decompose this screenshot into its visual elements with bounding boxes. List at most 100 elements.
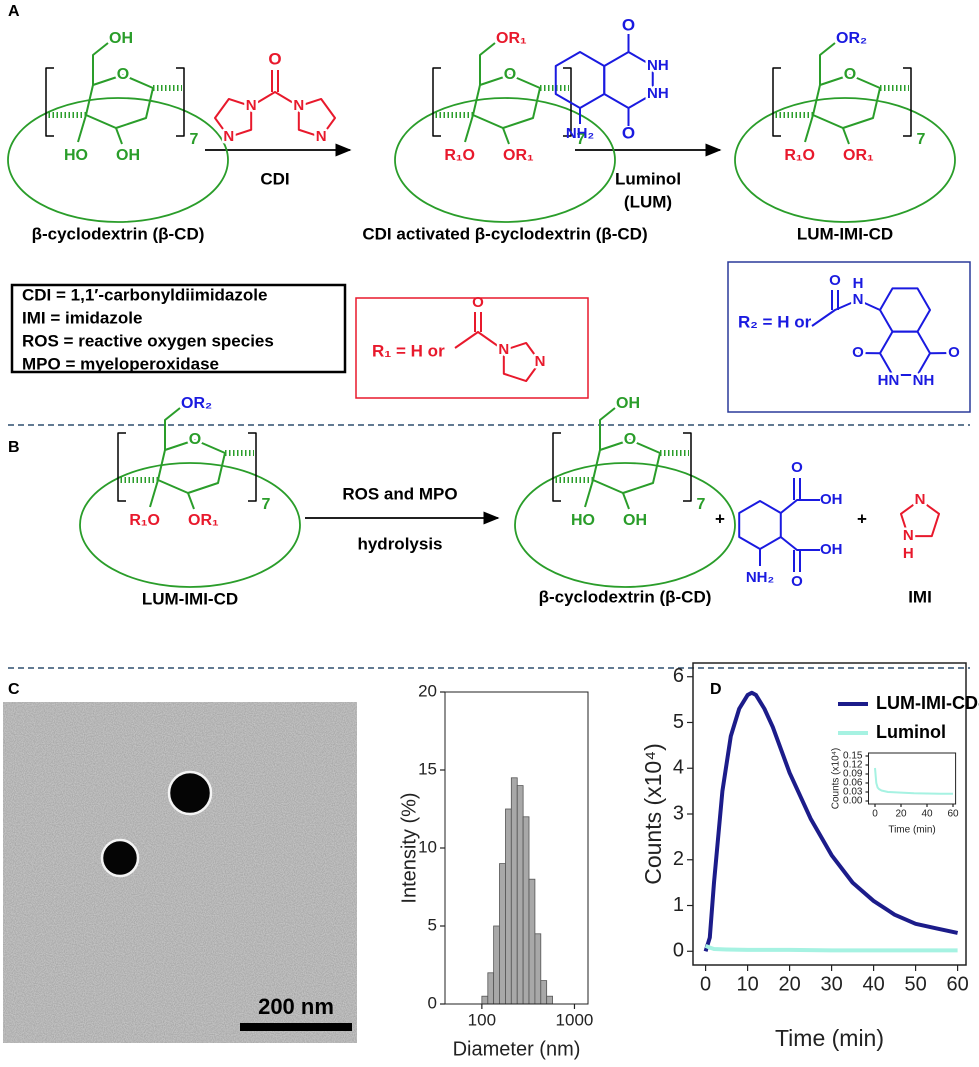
y-tick-label: 0.06 bbox=[843, 778, 863, 789]
y-tick-label: 1 bbox=[673, 894, 684, 916]
label: R₁O bbox=[784, 147, 815, 164]
y-axis-label: Counts (x10⁴) bbox=[640, 743, 666, 885]
bond bbox=[903, 67, 912, 137]
compound-name: LUM-IMI-CD bbox=[142, 589, 238, 608]
label: N bbox=[316, 128, 327, 145]
abbreviation: IMI = imidazole bbox=[22, 308, 142, 327]
histogram-bar bbox=[499, 863, 506, 1005]
histogram-bar bbox=[510, 777, 518, 1005]
plus: + bbox=[715, 509, 725, 528]
bond bbox=[899, 499, 941, 538]
reagent-label: CDI bbox=[260, 169, 289, 188]
label: NH bbox=[913, 372, 935, 389]
bond bbox=[479, 42, 496, 85]
cd-ring bbox=[79, 462, 301, 588]
bond bbox=[780, 499, 820, 514]
bond bbox=[552, 432, 561, 502]
label: OR₂ bbox=[181, 395, 212, 412]
label: 7 bbox=[190, 131, 199, 148]
compound-name: LUM-IMI-CD bbox=[797, 224, 893, 243]
label: O bbox=[268, 49, 281, 68]
y-tick-label: 15 bbox=[418, 759, 437, 778]
r1-box bbox=[355, 297, 589, 399]
label: NH₂ bbox=[746, 569, 774, 586]
label: O bbox=[948, 344, 960, 361]
label: O bbox=[829, 272, 841, 289]
label: N bbox=[293, 97, 304, 114]
cd-ring bbox=[394, 97, 616, 223]
label: N bbox=[246, 97, 257, 114]
label: OH bbox=[616, 395, 640, 412]
histogram-bar bbox=[493, 925, 500, 1005]
y-axis-label: Counts (x10⁴) bbox=[831, 748, 842, 810]
bond bbox=[502, 341, 541, 383]
legend-label: Luminol bbox=[876, 722, 946, 742]
label: OR₁ bbox=[843, 147, 874, 164]
compound-name: IMI bbox=[908, 587, 932, 606]
bond bbox=[432, 67, 441, 137]
y-tick-label: 20 bbox=[418, 681, 437, 700]
bond bbox=[297, 97, 336, 139]
y-tick-label: 3 bbox=[673, 802, 684, 824]
histogram-bar bbox=[487, 972, 495, 1005]
bond bbox=[92, 42, 109, 85]
panel-label: D bbox=[710, 681, 722, 698]
x-tick-label: 20 bbox=[778, 973, 800, 995]
y-tick-label: 0 bbox=[428, 993, 437, 1012]
label: HO bbox=[571, 512, 595, 529]
y-tick-label: 5 bbox=[428, 915, 437, 934]
bond bbox=[603, 51, 654, 109]
x-tick-label: 0 bbox=[700, 973, 711, 995]
y-tick-label: 0.00 bbox=[843, 796, 863, 807]
bond bbox=[502, 127, 510, 145]
label: OR₂ bbox=[836, 30, 867, 47]
y-tick-label: 5 bbox=[673, 711, 684, 733]
bond bbox=[454, 331, 505, 352]
bond bbox=[176, 67, 185, 137]
bond bbox=[77, 114, 87, 143]
label: OH bbox=[820, 491, 843, 508]
x-tick-label: 100 bbox=[468, 1010, 496, 1029]
x-tick-label: 50 bbox=[904, 973, 926, 995]
bond bbox=[248, 432, 257, 502]
bond bbox=[683, 432, 692, 502]
reagent-label: Luminol bbox=[615, 169, 681, 188]
label: 7 bbox=[262, 496, 271, 513]
label: H bbox=[853, 275, 864, 292]
y-tick-label: 6 bbox=[673, 665, 684, 687]
bond bbox=[45, 67, 54, 137]
cd-ring bbox=[514, 462, 736, 588]
label: N bbox=[903, 527, 914, 544]
bond bbox=[554, 51, 606, 109]
bond bbox=[879, 287, 931, 333]
bond bbox=[772, 67, 781, 137]
legend-label: LUM-IMI-CD-NP bbox=[876, 693, 979, 713]
y-tick-label: 2 bbox=[673, 848, 684, 870]
axes-frame bbox=[868, 752, 957, 805]
y-tick-label: 0.12 bbox=[843, 760, 863, 771]
histogram-bar bbox=[522, 816, 530, 1005]
x-tick-label: 60 bbox=[946, 973, 968, 995]
label: O bbox=[791, 459, 803, 476]
histogram-bar bbox=[534, 933, 542, 1005]
x-tick-label: 60 bbox=[947, 809, 959, 820]
cd-ring bbox=[734, 97, 956, 223]
x-axis-label: Diameter (nm) bbox=[453, 1038, 581, 1060]
label: HO bbox=[64, 147, 88, 164]
label: OR₁ bbox=[188, 512, 219, 529]
data-line bbox=[704, 943, 958, 953]
label: OH bbox=[109, 30, 133, 47]
x-tick-label: 20 bbox=[895, 809, 907, 820]
bond bbox=[599, 407, 616, 450]
bond bbox=[804, 114, 814, 143]
histogram-bar bbox=[505, 808, 512, 1005]
histogram-bar bbox=[540, 980, 548, 1005]
bond bbox=[117, 432, 126, 502]
label: OR₁ bbox=[496, 30, 527, 47]
histogram-bar bbox=[516, 785, 524, 1005]
bond bbox=[250, 91, 300, 108]
x-tick-label: 10 bbox=[736, 973, 758, 995]
nanoparticle bbox=[167, 770, 213, 816]
panel-label: A bbox=[8, 3, 20, 20]
